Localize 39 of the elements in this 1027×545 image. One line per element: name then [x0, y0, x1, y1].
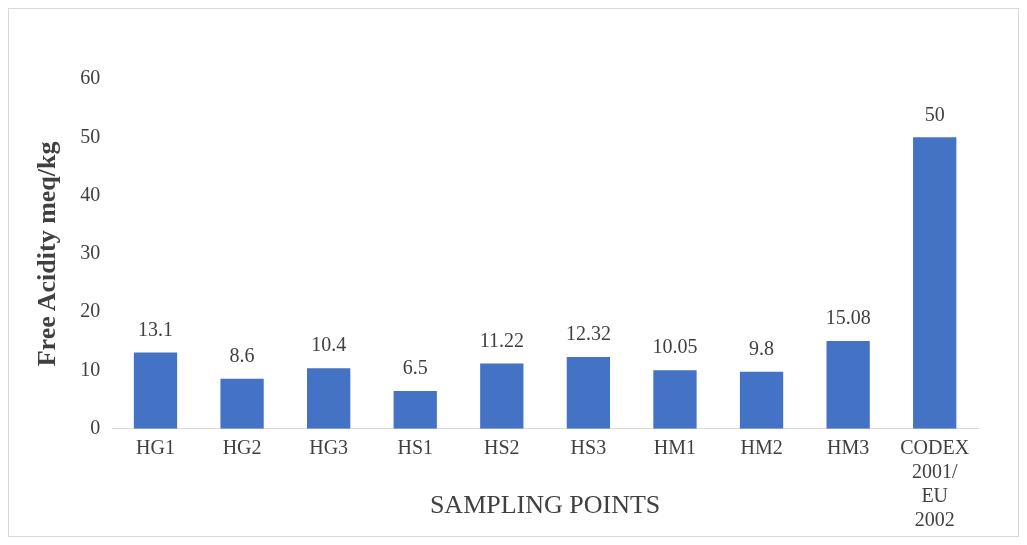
x-tick-label: HM2 — [740, 436, 783, 459]
bar — [307, 368, 351, 429]
data-label: 8.6 — [229, 343, 255, 366]
data-label: 15.08 — [825, 306, 871, 329]
bar — [913, 137, 957, 429]
bar — [653, 370, 697, 429]
data-label: 50 — [924, 102, 945, 125]
x-tick-label: HS2 — [484, 436, 520, 459]
data-label: 10.05 — [652, 335, 698, 358]
data-label: 9.8 — [749, 336, 775, 359]
y-axis-title: Free Acidity meq/kg — [32, 141, 62, 367]
x-tick-label: HG3 — [309, 436, 349, 459]
x-tick-label: HM1 — [653, 436, 697, 459]
bar — [220, 378, 264, 429]
x-tick-label: HM3 — [827, 436, 870, 459]
x-tick-label: HS3 — [570, 436, 607, 459]
x-tick-label: HG2 — [222, 436, 262, 459]
bar — [826, 340, 870, 429]
data-label: 13.1 — [137, 317, 173, 340]
x-tick-label: HG1 — [136, 436, 175, 459]
bar — [480, 363, 524, 429]
data-label: 11.22 — [479, 328, 524, 351]
bar — [133, 352, 178, 429]
bar — [393, 390, 437, 429]
x-axis-title: SAMPLING POINTS — [429, 490, 661, 520]
y-tick-label: 10 — [80, 357, 101, 380]
y-tick-label: 50 — [80, 124, 101, 147]
x-tick-label: HS1 — [397, 436, 434, 459]
bar — [739, 371, 784, 429]
data-label: 6.5 — [402, 356, 428, 379]
data-label: 10.4 — [311, 333, 347, 356]
y-tick-label: 60 — [80, 66, 101, 89]
y-tick-label: 40 — [80, 182, 101, 205]
y-tick-label: 30 — [80, 241, 101, 264]
y-tick-label: 20 — [80, 299, 101, 322]
x-tick-label: CODEX 2001/ EU 2002 — [900, 436, 970, 531]
bar — [566, 356, 611, 429]
y-tick-label: 0 — [90, 416, 101, 439]
data-label: 12.32 — [565, 322, 611, 345]
